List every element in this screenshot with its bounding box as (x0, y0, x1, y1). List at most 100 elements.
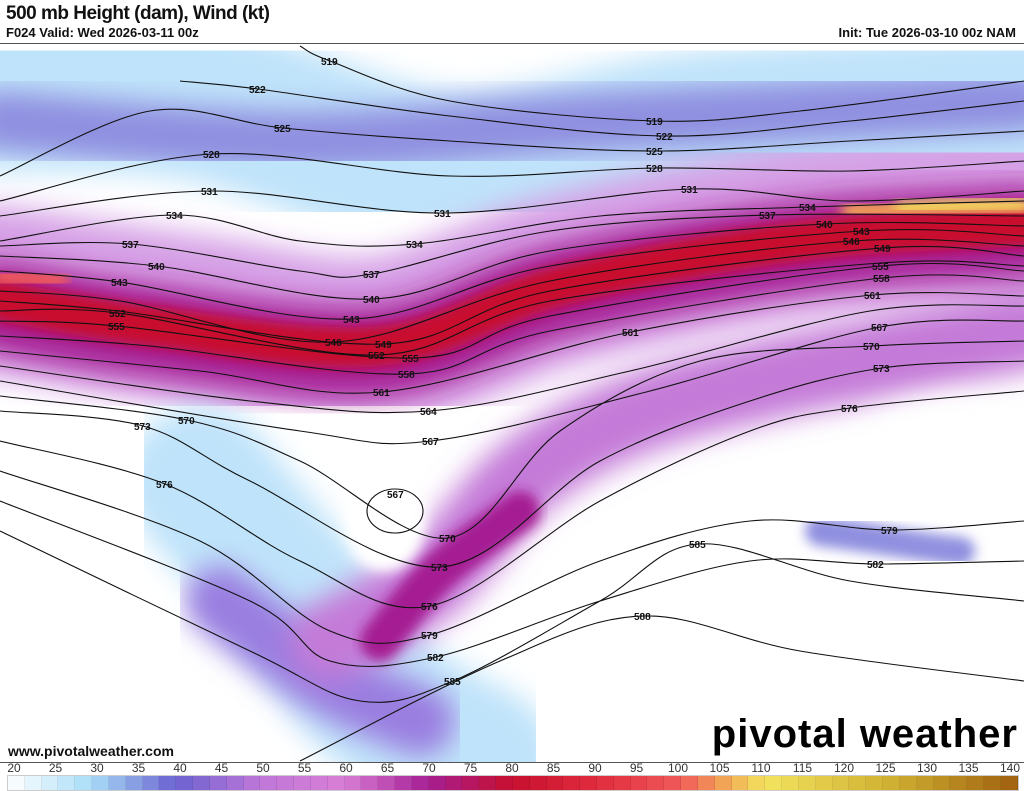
wind-speed-fill (0, 44, 1024, 762)
colorbar-cell (681, 776, 698, 790)
height-contour-537 (0, 213, 1024, 278)
colorbar-cell (630, 776, 648, 790)
contour-label: 567 (387, 490, 404, 501)
height-contour-549 (0, 245, 1024, 345)
colorbar-cell (546, 776, 564, 790)
colorbar-cell (243, 776, 261, 790)
colorbar-tick-label: 70 (422, 761, 436, 775)
contour-label: 555 (402, 354, 419, 365)
colorbar-cell (832, 776, 850, 790)
contour-label: 567 (871, 323, 888, 334)
colorbar-cell (92, 776, 109, 790)
height-contour-540 (0, 221, 1024, 300)
wind-speed-region (0, 267, 69, 290)
colorbar-cell (428, 776, 446, 790)
colorbar-cell (714, 776, 732, 790)
init-time: Init: Tue 2026-03-10 00z NAM (838, 25, 1016, 40)
contour-label: 525 (274, 124, 291, 135)
colorbar-cell (209, 776, 227, 790)
height-contour-558 (0, 274, 1024, 375)
height-contour-552 (0, 260, 1024, 356)
colorbar-tick-label: 110 (751, 761, 771, 775)
colorbar-cell (967, 776, 985, 790)
height-contour-546 (0, 238, 1024, 343)
colorbar-tick-label: 80 (505, 761, 519, 775)
website-url[interactable]: www.pivotalweather.com (8, 743, 174, 759)
colorbar-cell (159, 776, 177, 790)
wind-speed-region (0, 71, 1024, 172)
wind-colorbar (7, 775, 1019, 791)
height-contour-585 (0, 530, 1024, 703)
height-contour-519 (299, 45, 1024, 122)
colorbar-tick-label: 95 (629, 761, 644, 775)
contour-label: 543 (343, 315, 360, 326)
colorbar-cell (950, 776, 968, 790)
colorbar-tick-label: 85 (546, 761, 561, 775)
contour-label: 588 (634, 612, 651, 623)
contour-label: 525 (646, 147, 663, 158)
wind-speed-region (0, 206, 1024, 368)
colorbar-cell (866, 776, 884, 790)
colorbar-tick-label: 130 (916, 761, 938, 775)
contour-label: 537 (122, 240, 139, 251)
colorbar-tick-label: 115 (792, 761, 813, 775)
colorbar-tick-label: 75 (463, 761, 478, 775)
colorbar-cell (176, 776, 194, 790)
colorbar-cell (445, 776, 463, 790)
height-contour-570 (0, 340, 1024, 539)
colorbar-tick-label: 105 (709, 761, 730, 775)
colorbar-cell (596, 776, 614, 790)
colorbar-cell (815, 776, 833, 790)
contour-label: 561 (373, 388, 390, 399)
contour-label: 534 (406, 240, 423, 251)
height-contour-543 (0, 228, 1024, 320)
colorbar-cell (327, 776, 345, 790)
colorbar-tick-label: 20 (7, 761, 21, 775)
colorbar-cell (41, 776, 59, 790)
contour-label: 582 (427, 653, 444, 664)
height-contour-582 (0, 500, 1024, 667)
colorbar-cell (58, 776, 76, 790)
contour-label: 534 (799, 203, 816, 214)
contour-label: 570 (863, 342, 880, 353)
colorbar-tick-label: 45 (214, 761, 229, 775)
colorbar-cell (933, 776, 951, 790)
colorbar-cell (395, 776, 412, 790)
colorbar-ticks: 20 25 30 35 40 45 50 55 60 65 70 75 80 85 90 95 100 105 11… (0, 761, 1024, 775)
colorbar-tick-label: 60 (339, 761, 353, 775)
colorbar-tick-label: 55 (297, 761, 312, 775)
colorbar-cell (294, 776, 311, 790)
contour-label: 546 (843, 237, 860, 248)
colorbar-cell (731, 776, 749, 790)
contour-label: 546 (325, 338, 342, 349)
colorbar-cell (529, 776, 547, 790)
weather-map: 567 519 519 522 522 525 525 528 528 531 531 531 534 5… (0, 43, 1024, 763)
colorbar-cell (883, 776, 900, 790)
height-contour-579 (0, 470, 1024, 644)
height-contour-567-closed (366, 488, 424, 534)
contour-label: 573 (134, 422, 151, 433)
colorbar-cell (748, 776, 766, 790)
contour-label: 540 (363, 295, 380, 306)
colorbar-cell (613, 776, 631, 790)
contour-label: 531 (434, 209, 451, 220)
contour-label: 543 (853, 227, 870, 238)
colorbar-tick-label: 140 (999, 761, 1021, 775)
colorbar-tick-label: 135 (958, 761, 979, 775)
contour-label: 552 (109, 309, 126, 320)
colorbar-cell (849, 776, 867, 790)
colorbar-cell (697, 776, 715, 790)
map-canvas: 5675195195225225255255285285315315315345… (0, 44, 1024, 762)
contour-label: 540 (148, 262, 165, 273)
contour-label: 555 (872, 262, 889, 273)
colorbar-cell (108, 776, 126, 790)
colorbar-tick-label: 50 (256, 761, 270, 775)
colorbar-tick-label: 125 (875, 761, 896, 775)
contour-label: 558 (398, 370, 415, 381)
colorbar-tick-label: 35 (131, 761, 146, 775)
colorbar-cell (798, 776, 816, 790)
colorbar-cell (580, 776, 597, 790)
colorbar-tick-label: 40 (173, 761, 187, 775)
colorbar-cell (260, 776, 278, 790)
contour-label: 537 (759, 211, 776, 222)
